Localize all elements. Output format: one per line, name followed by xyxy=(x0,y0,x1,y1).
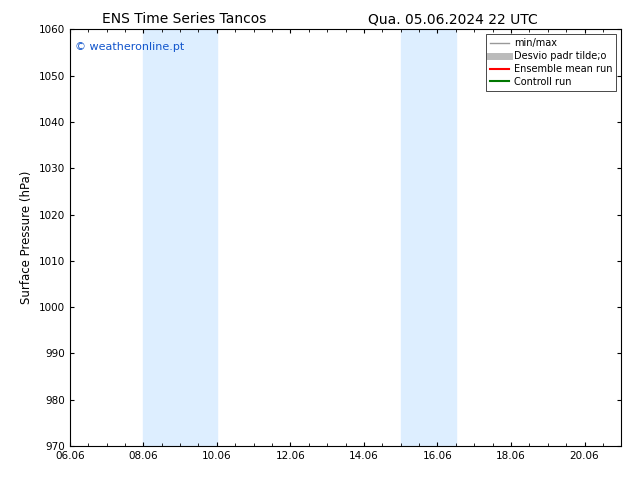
Bar xyxy=(143,29,217,446)
Legend: min/max, Desvio padr tilde;o, Ensemble mean run, Controll run: min/max, Desvio padr tilde;o, Ensemble m… xyxy=(486,34,616,91)
Text: Qua. 05.06.2024 22 UTC: Qua. 05.06.2024 22 UTC xyxy=(368,12,538,26)
Text: © weatheronline.pt: © weatheronline.pt xyxy=(75,42,184,52)
Text: ENS Time Series Tancos: ENS Time Series Tancos xyxy=(102,12,266,26)
Y-axis label: Surface Pressure (hPa): Surface Pressure (hPa) xyxy=(20,171,33,304)
Bar xyxy=(401,29,456,446)
